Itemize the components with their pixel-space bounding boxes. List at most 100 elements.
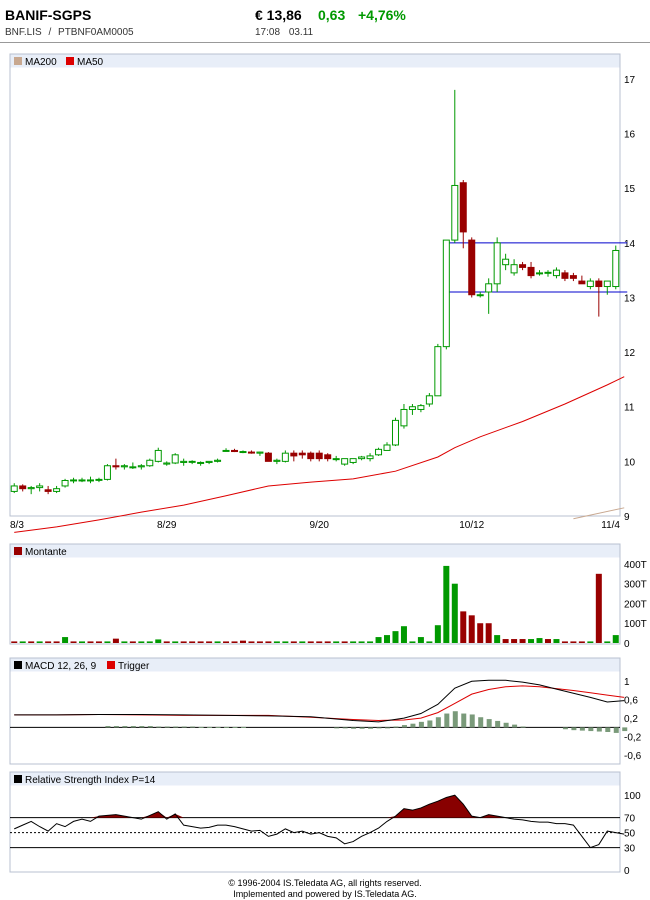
candle-body	[273, 459, 281, 462]
volume-y-tick: 400T	[624, 560, 647, 571]
macd-histogram-bar	[198, 726, 204, 728]
price-change: 0,63	[318, 7, 346, 23]
candle-body	[256, 451, 264, 454]
candle-body	[519, 264, 527, 268]
candle-body	[400, 408, 408, 427]
macd-histogram-bar	[512, 724, 518, 728]
candle-body	[112, 465, 120, 468]
macd-histogram-bar	[562, 727, 568, 730]
isin-code: PTBNF0AM0005	[58, 27, 134, 38]
volume-bar	[172, 641, 179, 643]
legend-ma50-label: MA50	[77, 57, 104, 68]
price-y-tick: 13	[624, 293, 636, 304]
volume-bar	[112, 638, 119, 643]
candle-body	[78, 479, 86, 482]
volume-bar	[256, 641, 263, 643]
macd-histogram-bar	[588, 727, 594, 732]
candle-body	[205, 460, 213, 463]
volume-bar	[485, 623, 492, 643]
volume-bar	[502, 639, 509, 643]
candle-body	[408, 406, 416, 410]
candle-body	[307, 452, 315, 460]
candle-body	[315, 452, 323, 460]
candle-body	[502, 258, 510, 266]
legend-ma50-swatch	[66, 57, 74, 65]
ma200-line	[573, 507, 625, 520]
macd-panel-frame	[9, 657, 621, 765]
candle-body	[536, 272, 544, 275]
candle-body	[332, 458, 340, 461]
rsi-y-tick: 70	[624, 814, 636, 825]
candle-body	[19, 485, 27, 490]
volume-bar	[494, 635, 501, 643]
volume-bar	[553, 639, 560, 643]
price-x-tick: 11/4	[601, 520, 620, 531]
candle-body	[476, 294, 484, 297]
candle-body	[70, 479, 78, 482]
legend-macd-label: MACD 12, 26, 9	[25, 661, 97, 672]
macd-histogram-bar	[139, 726, 145, 728]
candle-body	[180, 460, 188, 463]
volume-bar	[544, 639, 551, 643]
volume-bar	[155, 639, 162, 643]
volume-bar	[426, 641, 433, 643]
macd-histogram-bar	[113, 726, 119, 728]
macd-histogram-bar	[605, 727, 611, 732]
quote-time: 17:08 03.11	[255, 27, 313, 38]
candle-body	[44, 489, 52, 492]
candle-body	[61, 479, 69, 487]
volume-bar	[460, 611, 467, 643]
volume-bar	[536, 638, 543, 643]
macd-histogram-bar	[622, 727, 628, 732]
price-y-tick: 12	[624, 348, 636, 359]
macd-histogram-bar	[240, 726, 246, 728]
candle-body	[349, 458, 357, 463]
macd-histogram-bar	[359, 727, 365, 729]
volume-bar	[231, 641, 238, 643]
macd-y-tick: 0,6	[624, 696, 638, 707]
macd-histogram-bar	[393, 726, 399, 728]
candle-body	[324, 454, 332, 460]
macd-y-tick: -0,6	[624, 751, 642, 762]
macd-histogram-bar	[579, 727, 585, 731]
candle-body	[434, 346, 442, 397]
volume-bar	[197, 641, 204, 643]
volume-bar	[129, 641, 136, 643]
volume-bar	[189, 641, 196, 643]
price-x-tick: 9/20	[310, 520, 330, 531]
candle-body	[595, 280, 603, 288]
legend-rsi-label: Relative Strength Index P=14	[25, 775, 156, 786]
candle-body	[603, 280, 611, 288]
macd-histogram-bar	[385, 727, 391, 729]
candle-body	[578, 280, 586, 285]
volume-bar	[587, 641, 594, 643]
price-y-tick: 15	[624, 184, 636, 195]
price-y-tick: 11	[624, 403, 635, 414]
candle-body	[137, 465, 145, 468]
volume-bar	[138, 641, 145, 643]
macd-histogram-bar	[435, 717, 441, 728]
separator: /	[48, 27, 52, 38]
macd-histogram-bar	[452, 711, 458, 728]
macd-histogram-bar	[427, 720, 433, 728]
candle-body	[188, 460, 196, 463]
rsi-panel-frame	[9, 771, 621, 873]
candle-body	[214, 459, 222, 462]
candle-body	[103, 465, 111, 480]
rsi-y-tick: 0	[624, 866, 630, 877]
volume-bar	[79, 641, 86, 643]
volume-bar	[375, 637, 382, 643]
candle-body	[129, 466, 137, 469]
rsi-panel-title-bar	[10, 772, 620, 786]
macd-histogram-bar	[156, 726, 162, 728]
volume-bar	[451, 583, 458, 643]
macd-histogram-bar	[105, 726, 111, 728]
candle-body	[120, 465, 128, 468]
quote-clock: 17:08	[255, 27, 281, 38]
volume-bar	[409, 641, 416, 643]
volume-bar	[612, 635, 619, 643]
price-x-tick: 8/29	[157, 520, 177, 531]
macd-histogram-bar	[613, 727, 619, 733]
candle-body	[298, 452, 306, 456]
volume-bar	[146, 641, 153, 643]
